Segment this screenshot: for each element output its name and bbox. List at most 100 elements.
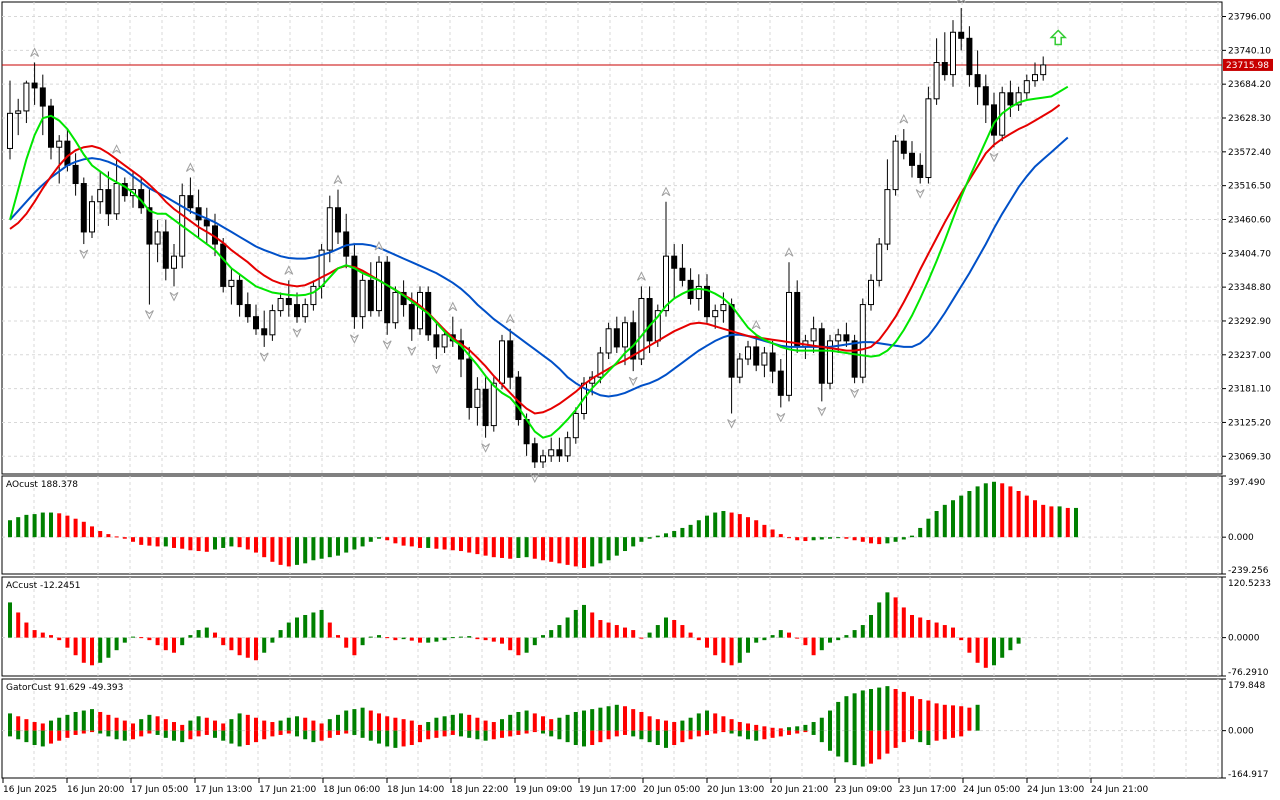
bull-candle[interactable] — [786, 291, 792, 396]
bear-candle[interactable] — [39, 87, 46, 107]
bull-candle[interactable] — [154, 231, 161, 245]
bull-candle[interactable] — [277, 298, 284, 312]
bear-candle[interactable] — [966, 37, 973, 76]
bear-candle[interactable] — [261, 328, 268, 336]
bull-candle[interactable] — [720, 304, 727, 312]
bear-candle[interactable] — [851, 340, 858, 378]
bear-candle[interactable] — [1007, 92, 1014, 106]
bull-candle[interactable] — [499, 340, 505, 384]
bull-candle[interactable] — [736, 358, 743, 378]
bear-candle[interactable] — [80, 183, 87, 233]
bull-candle[interactable] — [310, 285, 317, 306]
bull-candle[interactable] — [745, 346, 751, 360]
bull-candle[interactable] — [622, 322, 628, 348]
bull-candle[interactable] — [441, 334, 448, 348]
bull-candle[interactable] — [97, 189, 104, 203]
bear-candle[interactable] — [220, 243, 227, 287]
bull-candle[interactable] — [835, 334, 842, 342]
bear-candle[interactable] — [146, 207, 153, 245]
bear-candle[interactable] — [531, 443, 538, 463]
bear-candle[interactable] — [72, 164, 79, 185]
bull-candle[interactable] — [89, 201, 95, 233]
bull-candle[interactable] — [564, 437, 571, 457]
bull-candle[interactable] — [474, 388, 481, 408]
bear-candle[interactable] — [900, 140, 907, 154]
bear-candle[interactable] — [244, 304, 251, 318]
bull-candle[interactable] — [326, 207, 333, 251]
bull-candle[interactable] — [663, 255, 669, 312]
bull-candle[interactable] — [1015, 92, 1022, 106]
bear-candle[interactable] — [162, 231, 169, 269]
bull-candle[interactable] — [868, 279, 874, 306]
bear-candle[interactable] — [203, 219, 210, 227]
bear-candle[interactable] — [466, 358, 473, 408]
bear-candle[interactable] — [285, 298, 292, 306]
bear-candle[interactable] — [679, 267, 686, 281]
bull-candle[interactable] — [827, 340, 833, 384]
bear-candle[interactable] — [941, 62, 948, 76]
bull-candle[interactable] — [392, 291, 399, 324]
bull-candle[interactable] — [810, 328, 817, 342]
bull-candle[interactable] — [417, 291, 423, 330]
bull-candle[interactable] — [761, 352, 768, 366]
bull-candle[interactable] — [876, 243, 883, 281]
bear-candle[interactable] — [974, 74, 981, 88]
bull-candle[interactable] — [1040, 64, 1047, 76]
bear-candle[interactable] — [728, 304, 735, 378]
bear-candle[interactable] — [613, 328, 620, 348]
bear-candle[interactable] — [236, 279, 243, 306]
bear-candle[interactable] — [843, 334, 850, 342]
bull-candle[interactable] — [359, 279, 366, 318]
bear-candle[interactable] — [351, 255, 358, 318]
bear-candle[interactable] — [31, 82, 38, 89]
bull-candle[interactable] — [1023, 80, 1030, 94]
bull-candle[interactable] — [490, 382, 497, 427]
bull-candle[interactable] — [540, 455, 546, 463]
bull-candle[interactable] — [572, 412, 579, 439]
bull-candle[interactable] — [269, 310, 276, 336]
bear-candle[interactable] — [777, 370, 784, 396]
bear-candle[interactable] — [367, 279, 374, 312]
bull-candle[interactable] — [15, 110, 22, 114]
bear-candle[interactable] — [384, 261, 391, 324]
bear-candle[interactable] — [507, 340, 514, 378]
bear-candle[interactable] — [917, 164, 924, 178]
bull-candle[interactable] — [171, 255, 177, 269]
bull-candle[interactable] — [228, 279, 235, 287]
bull-candle[interactable] — [695, 285, 702, 300]
bear-candle[interactable] — [335, 207, 341, 233]
bear-candle[interactable] — [958, 31, 965, 39]
bull-candle[interactable] — [23, 82, 30, 112]
bull-candle[interactable] — [712, 310, 719, 318]
bear-candle[interactable] — [408, 304, 415, 330]
bear-candle[interactable] — [982, 86, 989, 106]
bear-candle[interactable] — [753, 346, 760, 366]
bull-candle[interactable] — [933, 62, 940, 100]
bull-candle[interactable] — [548, 449, 555, 457]
bull-candle[interactable] — [302, 304, 309, 318]
bear-candle[interactable] — [64, 140, 71, 166]
bull-candle[interactable] — [7, 112, 13, 149]
bull-candle[interactable] — [950, 31, 956, 76]
bull-candle[interactable] — [925, 98, 932, 178]
bear-candle[interactable] — [105, 189, 112, 215]
bull-candle[interactable] — [56, 140, 63, 148]
bear-candle[interactable] — [433, 334, 440, 348]
bear-candle[interactable] — [556, 449, 563, 457]
bear-candle[interactable] — [48, 105, 54, 148]
bull-candle[interactable] — [605, 328, 612, 354]
bull-candle[interactable] — [884, 189, 891, 245]
bear-candle[interactable] — [704, 285, 710, 318]
bear-candle[interactable] — [769, 352, 776, 372]
bear-candle[interactable] — [646, 298, 653, 342]
bear-candle[interactable] — [671, 255, 678, 269]
bear-candle[interactable] — [909, 152, 915, 166]
bear-candle[interactable] — [630, 322, 637, 360]
bull-candle[interactable] — [597, 352, 604, 378]
bull-candle[interactable] — [638, 298, 645, 360]
bull-candle[interactable] — [113, 183, 120, 215]
bear-candle[interactable] — [794, 291, 801, 348]
bull-candle[interactable] — [1032, 74, 1038, 82]
bear-candle[interactable] — [187, 195, 194, 209]
